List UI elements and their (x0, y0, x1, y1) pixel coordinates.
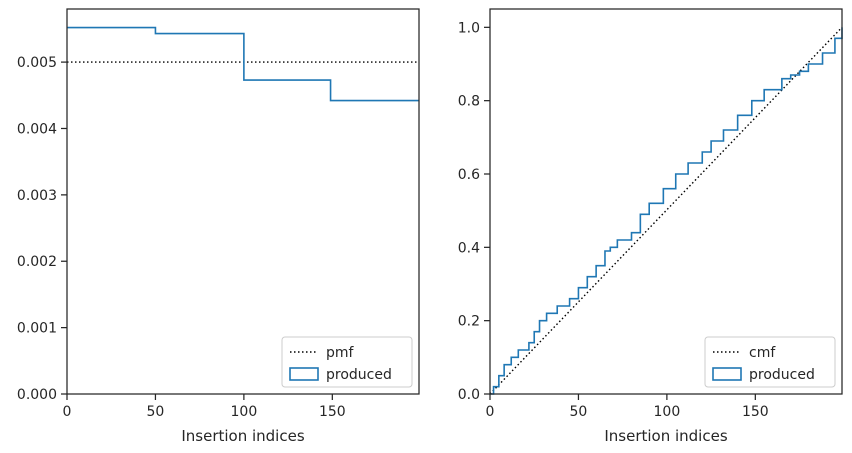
legend-box (704, 336, 836, 388)
series-produced-line (490, 27, 843, 395)
x-tick-label: 50 (570, 404, 588, 420)
legend: pmf produced (281, 336, 413, 388)
legend-produced-swatch (289, 367, 319, 381)
chart-panel-2: 0 50 100 150 0.0 0.2 0.4 0.6 0.8 1.0 Insertion ind… (458, 8, 843, 445)
x-tick-label: 50 (147, 404, 165, 420)
legend-produced-label: produced (749, 367, 815, 383)
legend-pmf-label: pmf (326, 345, 355, 361)
series-produced-line (67, 26, 419, 102)
x-tick-label: 0 (486, 404, 495, 420)
y-tick-label: 0.001 (17, 321, 57, 337)
y-tick-label: 0.4 (458, 240, 480, 256)
y-tick-label: 0.6 (458, 167, 480, 183)
x-axis-label: Insertion indices (604, 427, 727, 445)
y-tick-label: 0.004 (17, 121, 57, 137)
y-tick-label: 0.8 (458, 94, 480, 110)
series-cmf-line (489, 26, 843, 395)
x-tick-label: 150 (742, 404, 769, 420)
axes-frame (66, 8, 420, 395)
y-tick-label: 0.000 (17, 387, 57, 403)
y-tick-label: 0.005 (17, 55, 57, 71)
legend: cmf produced (704, 336, 836, 388)
legend-box (281, 336, 413, 388)
y-tick-label: 1.0 (458, 20, 480, 36)
y-tick-label: 0.002 (17, 254, 57, 270)
y-tick-label: 0.0 (458, 387, 480, 403)
y-tick-label: 0.2 (458, 314, 480, 330)
x-tick-label: 100 (654, 404, 681, 420)
legend-produced-swatch (712, 367, 742, 381)
legend-produced-label: produced (326, 367, 392, 383)
x-tick-label: 0 (63, 404, 72, 420)
x-axis-label: Insertion indices (181, 427, 304, 445)
x-tick-label: 100 (231, 404, 258, 420)
axes-frame (489, 8, 843, 395)
chart-panel-1: 0 50 100 150 0.000 0.001 0.002 0.003 0.004 0.005 I… (17, 8, 420, 445)
legend-cmf-label: cmf (749, 345, 776, 361)
x-tick-label: 150 (319, 404, 346, 420)
y-tick-label: 0.003 (17, 188, 57, 204)
